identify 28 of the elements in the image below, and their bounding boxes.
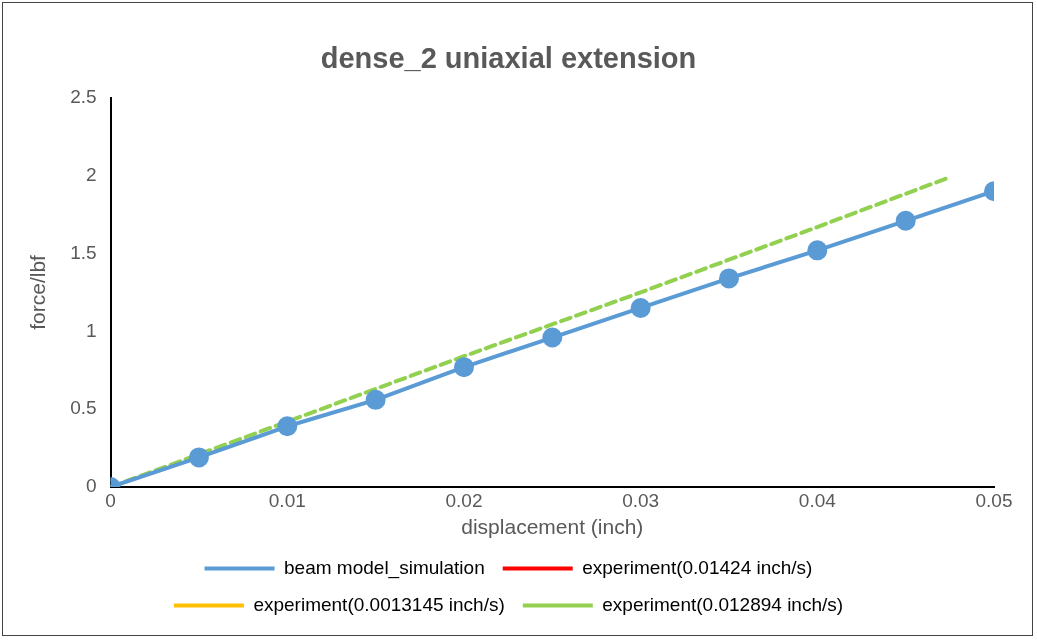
y-tick-label: 0 (86, 475, 97, 497)
y-tick-label: 0.5 (70, 397, 97, 419)
legend-label: experiment(0.012894 inch/s) (602, 593, 844, 615)
point (895, 210, 916, 231)
x-tick-label: 0 (105, 489, 116, 511)
y-tick-label: 1 (86, 319, 97, 341)
legend-label: experiment(0.01424 inch/s) (582, 556, 813, 578)
x-tick-label: 0.01 (268, 489, 306, 511)
x-tick-label: 0.03 (622, 489, 660, 511)
y-tick-label: 2 (86, 163, 97, 185)
x-axis-title: displacement (inch) (461, 515, 644, 539)
point (630, 297, 651, 318)
y-tick-label: 1.5 (70, 241, 97, 263)
legend-label: beam model_simulation (284, 556, 485, 579)
x-tick-label: 0.05 (975, 489, 1013, 511)
legend-label: experiment(0.0013145 inch/s) (253, 593, 505, 615)
x-tick-label: 0.04 (798, 489, 837, 511)
chart-title: dense_2 uniaxial extension (320, 42, 697, 75)
point (542, 327, 563, 348)
point (365, 389, 386, 410)
x-tick-label: 0.02 (445, 489, 483, 511)
point (188, 447, 209, 468)
point (453, 357, 474, 378)
point (807, 240, 828, 261)
y-axis-title: force/lbf (26, 254, 50, 330)
y-tick-label: 2.5 (70, 86, 97, 108)
point (718, 268, 739, 289)
point (277, 416, 298, 437)
